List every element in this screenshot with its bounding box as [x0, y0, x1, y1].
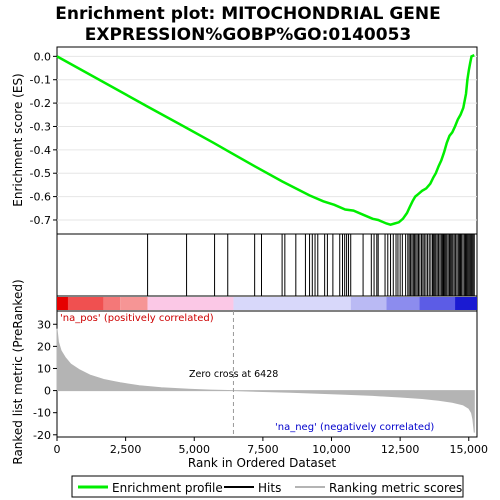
metric-y-tick-label: -10: [33, 407, 51, 420]
es-y-tick-label: -0.4: [30, 144, 51, 157]
colorbar-segment: [419, 297, 456, 310]
es-y-tick-label: -0.7: [30, 214, 51, 227]
colorbar-segment: [67, 297, 104, 310]
na-pos-label: 'na_pos' (positively correlated): [60, 313, 214, 324]
colorbar-segment: [455, 297, 477, 310]
colorbar-segment: [120, 297, 148, 310]
hits-panel: [56, 233, 478, 297]
metric-y-tick-label: 10: [37, 362, 51, 375]
es-y-tick-label: -0.6: [30, 191, 51, 204]
legend-label-ranking: Ranking metric scores: [329, 481, 462, 495]
es-y-tick-label: -0.1: [30, 74, 51, 87]
metric-y-tick-label: -20: [33, 429, 51, 442]
legend-label-enrichment: Enrichment profile: [112, 481, 223, 495]
colorbar-segment: [386, 297, 420, 310]
colorbar-segment: [103, 297, 121, 310]
metric-y-ticks: 30 20 10 0 -10 -20: [33, 318, 57, 442]
metric-x-axis-label: Rank in Ordered Dataset: [188, 456, 336, 470]
chart-title-line2: EXPRESSION%GOBP%GO:0140053: [85, 25, 412, 45]
metric-x-tick-label: 5,000: [179, 443, 211, 456]
legend: Enrichment profile Hits Ranking metric s…: [71, 475, 464, 498]
metric-y-tick-label: 0: [44, 385, 51, 398]
colorbar-segment: [147, 297, 234, 310]
metric-x-tick-label: 0: [54, 443, 61, 456]
legend-frame: [71, 475, 464, 498]
metric-area: [56, 328, 475, 433]
colorbar-segment: [350, 297, 387, 310]
es-y-ticks: 0.0 -0.1 -0.2 -0.3 -0.4 -0.5 -0.6 -0.7: [30, 50, 57, 227]
zero-cross-label: Zero cross at 6428: [189, 369, 278, 380]
hits-panel-frame: [56, 233, 478, 297]
es-line-group: [56, 54, 475, 227]
colorbar-segment: [57, 297, 68, 310]
metric-x-tick-label: 15,000: [450, 443, 489, 456]
metric-y-tick-label: 20: [37, 340, 51, 353]
colorbar-group: [57, 297, 477, 310]
es-y-tick-label: -0.2: [30, 97, 51, 110]
es-y-tick-label: -0.3: [30, 120, 51, 133]
es-y-axis-label: Enrichment score (ES): [11, 73, 25, 206]
metric-x-tick-label: 2,500: [110, 443, 142, 456]
metric-panel-frame: [56, 310, 478, 438]
metric-x-tick-label: 12,500: [381, 443, 420, 456]
es-series-line: [56, 54, 475, 227]
metric-y-tick-label: 30: [37, 318, 51, 331]
legend-label-hits: Hits: [258, 481, 281, 495]
es-panel: 0.0 -0.1 -0.2 -0.3 -0.4 -0.5 -0.6 -0.7 Enrichme…: [11, 46, 478, 235]
colorbar-segment: [233, 297, 351, 310]
metric-y-axis-label: Ranked list metric (PreRanked): [11, 279, 25, 464]
metric-panel: 30 20 10 0 -10 -20 0 2,500 5,000 7,500 10,000 12,5…: [11, 279, 488, 470]
es-panel-frame: [56, 46, 478, 235]
es-y-tick-label: -0.5: [30, 167, 51, 180]
colorbar-panel: [56, 295, 478, 312]
chart-title-line1: Enrichment plot: MITOCHONDRIAL GENE: [55, 4, 441, 24]
metric-area-group: [56, 311, 475, 437]
es-y-tick-label: 0.0: [34, 50, 52, 63]
hits-lines-group: [147, 234, 475, 296]
metric-x-ticks: 0 2,500 5,000 7,500 10,000 12,500 15,000: [54, 437, 489, 456]
na-neg-label: 'na_neg' (negatively correlated): [275, 422, 434, 433]
metric-x-tick-label: 7,500: [247, 443, 279, 456]
metric-x-tick-label: 10,000: [312, 443, 351, 456]
